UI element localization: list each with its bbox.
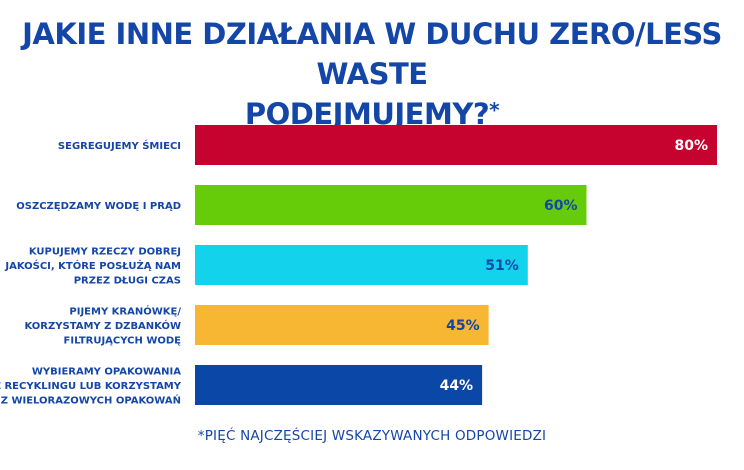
category-label-3: KUPUJEMY RZECZY DOBREJ JAKOŚCI, KTÓRE POS… xyxy=(4,247,181,287)
bar-2 xyxy=(195,185,587,225)
chart-title-line-1: JAKIE INNE DZIAŁANIA W DUCHU ZERO/LESS W… xyxy=(22,17,722,91)
value-label-1: 80% xyxy=(674,138,708,154)
category-label-2: OSZCZĘDZAMY WODĘ I PRĄD xyxy=(16,201,181,212)
value-label-4: 45% xyxy=(446,318,480,334)
category-label-1-line-1: SEGREGUJEMY ŚMIECI xyxy=(58,139,181,152)
category-label-5-line-1: WYBIERAMY OPAKOWANIA xyxy=(32,367,181,378)
value-label-3: 51% xyxy=(485,258,519,274)
category-label-4-line-3: FILTRUJĄCYCH WODĘ xyxy=(64,336,182,347)
value-label-5: 44% xyxy=(440,378,474,394)
category-label-3-line-2: JAKOŚCI, KTÓRE POSŁUŻĄ NAM xyxy=(4,258,181,272)
category-label-3-line-1: KUPUJEMY RZECZY DOBREJ xyxy=(29,247,181,258)
category-label-5-line-2: Z RECYKLINGU LUB KORZYSTAMY xyxy=(0,381,182,392)
bar-1 xyxy=(195,125,717,165)
category-label-4: PIJEMY KRANÓWKĘ/KORZYSTAMY Z DZBANKÓW FIL… xyxy=(25,305,182,347)
category-label-4-line-2: KORZYSTAMY Z DZBANKÓW xyxy=(25,319,182,332)
title-footnote-marker: * xyxy=(489,98,500,122)
value-label-2: 60% xyxy=(544,198,578,214)
bar-4 xyxy=(195,305,489,345)
category-label-4-line-1: PIJEMY KRANÓWKĘ/ xyxy=(69,305,181,318)
chart-title: JAKIE INNE DZIAŁANIA W DUCHU ZERO/LESS W… xyxy=(0,14,744,134)
category-label-2-line-1: OSZCZĘDZAMY WODĘ I PRĄD xyxy=(16,201,181,212)
bar-3 xyxy=(195,245,528,285)
footnote: *PIĘĆ NAJCZĘŚCIEJ WSKAZYWANYCH ODPOWIEDZ… xyxy=(197,428,547,444)
bar-5 xyxy=(195,365,483,405)
category-label-1: SEGREGUJEMY ŚMIECI xyxy=(58,139,181,152)
category-label-5: WYBIERAMY OPAKOWANIA Z RECYKLINGU LUB KOR… xyxy=(0,367,182,407)
category-label-3-line-3: PRZEZ DŁUGI CZAS xyxy=(74,276,181,287)
category-label-5-line-3: Z WIELORAZOWYCH OPAKOWAŃ xyxy=(1,394,181,407)
